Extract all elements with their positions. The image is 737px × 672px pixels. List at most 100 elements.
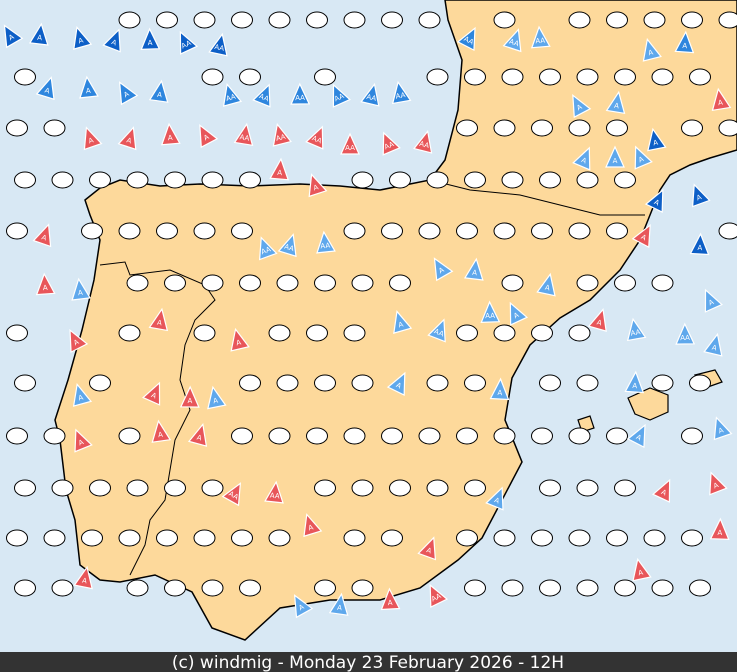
calm-marker	[126, 274, 149, 292]
arrow-label: AA	[225, 93, 237, 103]
arrow-label: A	[157, 431, 163, 440]
island	[627, 387, 669, 421]
calm-marker	[606, 11, 628, 29]
arrow-shape	[272, 122, 292, 147]
arrow-shape	[427, 318, 446, 343]
arrow-label: A	[580, 156, 588, 165]
wind-arrow: A	[140, 27, 161, 50]
arrow-label: A	[712, 481, 720, 490]
calm-marker	[389, 479, 411, 497]
arrow-label: A	[717, 99, 723, 108]
calm-marker	[501, 579, 524, 597]
calm-marker	[118, 222, 141, 240]
wind-arrow: A	[587, 308, 607, 332]
arrow-shape	[632, 557, 652, 582]
arrow-label: A	[235, 338, 242, 347]
calm-marker	[6, 427, 28, 445]
wind-arrow: A	[303, 513, 323, 538]
arrow-label: AA	[366, 93, 378, 103]
arrow-shape	[252, 83, 271, 108]
arrow-label: A	[77, 438, 85, 447]
calm-marker	[351, 579, 374, 597]
wind-arrow: A	[711, 87, 732, 112]
calm-marker	[14, 479, 36, 497]
arrow-label: A	[660, 488, 668, 497]
wind-arrow: A	[644, 188, 664, 213]
wind-arrow: AA	[530, 25, 551, 49]
wind-arrow: AA	[277, 233, 297, 258]
wind-arrow: A	[463, 257, 484, 281]
wind-arrow: A	[647, 127, 667, 152]
wind-arrow: AA	[316, 230, 336, 254]
calm-marker	[389, 274, 411, 292]
calm-marker	[306, 427, 328, 445]
wind-arrow: A	[148, 79, 169, 103]
calm-marker	[201, 579, 224, 597]
calm-marker	[306, 324, 328, 342]
arrow-label: A	[148, 39, 153, 47]
arrow-label: AA	[485, 312, 495, 320]
wind-arrow: A	[35, 272, 56, 296]
calm-marker	[651, 579, 674, 597]
calm-marker	[126, 579, 149, 597]
calm-marker	[576, 579, 599, 597]
arrow-shape	[118, 81, 139, 106]
wind-arrow: A	[83, 126, 103, 151]
arrow-label: AA	[275, 133, 287, 143]
wind-arrow: A	[709, 517, 730, 540]
arrow-shape	[703, 332, 723, 357]
calm-marker	[456, 427, 478, 445]
arrow-shape	[208, 32, 228, 57]
arrow-label: A	[212, 397, 218, 406]
calm-marker	[343, 222, 366, 240]
calm-marker	[568, 324, 591, 342]
calm-marker	[689, 579, 711, 597]
arrow-shape	[316, 230, 336, 254]
calm-marker	[464, 579, 486, 597]
arrow-label: AA	[345, 144, 355, 152]
calm-marker	[231, 222, 253, 240]
calm-marker	[156, 529, 178, 547]
wind-arrow: A	[713, 416, 733, 441]
arrow-shape	[264, 480, 284, 504]
calm-marker	[314, 579, 336, 597]
arrow-label: AA	[258, 92, 270, 103]
arrow-label: A	[43, 284, 49, 292]
arrow-label: A	[397, 320, 404, 329]
calm-marker	[493, 324, 516, 342]
calm-marker	[6, 222, 28, 240]
arrow-label: AA	[433, 327, 445, 338]
wind-arrow: A	[632, 557, 652, 582]
arrow-label: A	[717, 529, 722, 537]
wind-arrow: A	[73, 26, 93, 50]
calm-marker	[606, 427, 628, 445]
calm-marker	[568, 11, 591, 29]
calm-marker	[14, 171, 36, 189]
calm-marker	[539, 68, 561, 86]
calm-marker	[118, 11, 141, 29]
arrow-label: A	[613, 157, 618, 165]
arrow-shape	[222, 82, 243, 107]
calm-marker	[381, 222, 403, 240]
calm-marker	[89, 171, 111, 189]
arrow-shape	[391, 80, 412, 105]
wind-arrow: A	[293, 594, 314, 619]
arrow-shape	[221, 482, 242, 507]
wind-arrow: A	[69, 328, 89, 354]
calm-marker	[193, 11, 216, 29]
arrow-label: A	[472, 269, 478, 278]
arrow-label: A	[497, 389, 502, 397]
wind-arrow: AA	[413, 129, 433, 154]
arrow-label: A	[614, 102, 620, 111]
arrow-shape	[102, 28, 121, 53]
arrow-label: A	[711, 343, 718, 352]
calm-marker	[576, 171, 599, 189]
arrow-shape	[480, 300, 501, 323]
arrow-label: A	[437, 266, 445, 275]
wind-arrow: A	[536, 272, 556, 297]
calm-marker	[164, 579, 186, 597]
wind-arrow: AA	[502, 28, 522, 53]
arrow-shape	[651, 478, 671, 503]
wind-arrow: A	[179, 385, 200, 408]
